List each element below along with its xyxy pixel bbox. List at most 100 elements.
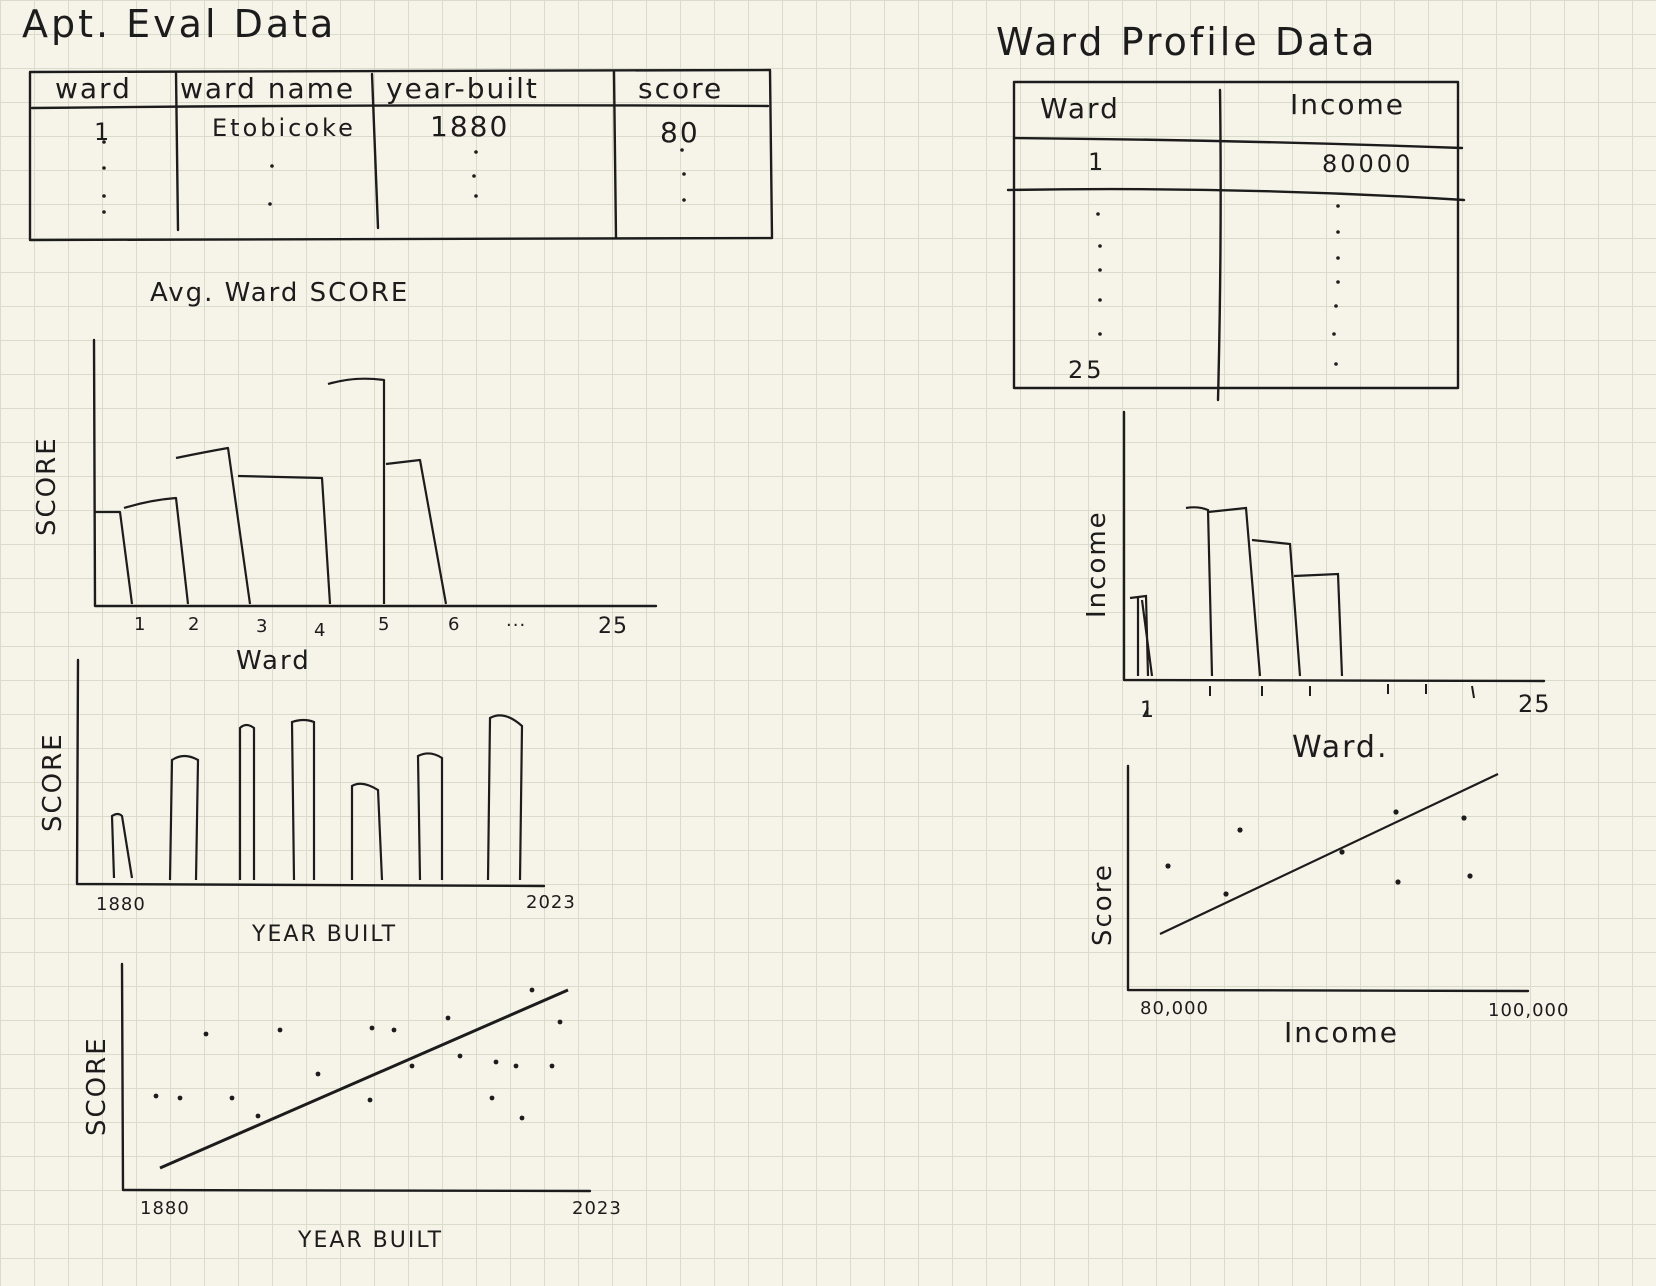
year-bar-ylabel: SCORE	[38, 732, 68, 832]
year-scatter-point-4	[229, 1095, 235, 1101]
year-scatter-xmin: 1880	[140, 1198, 190, 1219]
table-continuation-dot-1	[102, 140, 106, 144]
ward-profile-table-lines	[1006, 80, 1466, 402]
year-scatter-trend-line	[159, 988, 569, 1170]
income-scatter-xmax: 100,000	[1488, 1000, 1570, 1021]
income-bar-1	[1129, 594, 1154, 677]
year-scatter-axes	[120, 962, 592, 1193]
income-bar-ylabel: Income	[1082, 510, 1112, 618]
year-scatter-point-13	[457, 1053, 463, 1059]
income-axis-tick-7	[1143, 707, 1149, 717]
year-bar-xmax: 2023	[526, 892, 576, 913]
year-bar-4	[290, 718, 316, 881]
year-scatter-xlabel: YEAR BUILT	[298, 1228, 444, 1253]
income-scatter-point-2	[1237, 827, 1243, 833]
table-continuation-dot-22	[1334, 304, 1338, 308]
apt-cell-score: 80	[660, 116, 700, 149]
avg-ward-tick-3: 3	[256, 616, 269, 637]
avg-ward-tick-6: 6	[448, 614, 461, 635]
income-scatter-xlabel: Income	[1284, 1016, 1400, 1049]
avg-ward-xlabel: Ward	[236, 646, 311, 676]
avg-ward-title: Avg. Ward SCORE	[150, 278, 410, 308]
income-scatter-point-7	[1461, 815, 1467, 821]
avg-ward-tick-ellipsis: ...	[506, 610, 527, 631]
income-axis-tick-6	[1471, 685, 1475, 699]
table-continuation-dot-9	[474, 194, 478, 198]
year-scatter-point-6	[277, 1027, 283, 1033]
table-continuation-dot-10	[680, 148, 684, 152]
table-continuation-dot-13	[1096, 212, 1100, 216]
income-scatter-point-3	[1223, 891, 1229, 897]
income-bar-last-tick: 25	[1518, 690, 1551, 718]
apt-col-year-built: year-built	[386, 72, 539, 105]
apt-col-score: score	[638, 72, 724, 105]
income-scatter-xmin: 80,000	[1140, 998, 1209, 1019]
year-bar-7	[486, 714, 524, 881]
income-bar-xlabel: Ward.	[1292, 730, 1389, 765]
income-bar-4	[1293, 572, 1344, 677]
avg-ward-tick-2: 2	[188, 614, 201, 635]
income-scatter-point-4	[1339, 849, 1345, 855]
avg-ward-bar-5	[327, 377, 386, 604]
income-scatter-marks	[1159, 773, 1499, 935]
income-scatter-axes	[1126, 764, 1530, 993]
avg-ward-bar-2	[123, 496, 190, 605]
income-bars	[1129, 506, 1344, 677]
year-bars	[110, 714, 524, 881]
year-scatter-point-20	[557, 1019, 563, 1025]
table-continuation-dot-24	[1334, 362, 1338, 366]
year-scatter-point-17	[519, 1115, 525, 1121]
year-scatter-point-19	[549, 1063, 555, 1069]
table-continuation-dot-6	[268, 202, 272, 206]
year-bar-1	[110, 812, 134, 879]
table-continuation-dot-8	[472, 174, 476, 178]
avg-ward-tick-5: 5	[378, 614, 391, 635]
year-scatter-point-11	[409, 1063, 415, 1069]
income-scatter-ylabel: Score	[1088, 863, 1118, 946]
table-continuation-dot-18	[1336, 204, 1340, 208]
income-bar-3	[1251, 538, 1302, 677]
year-scatter-point-2	[177, 1095, 183, 1101]
year-scatter-marks	[153, 987, 569, 1170]
avg-ward-tick-1: 1	[134, 614, 147, 635]
year-scatter-point-15	[493, 1059, 499, 1065]
year-scatter-point-5	[255, 1113, 261, 1119]
avg-ward-tick-25: 25	[598, 614, 628, 639]
avg-ward-tick-4: 4	[314, 620, 327, 641]
table-continuation-dot-23	[1332, 332, 1336, 336]
income-bar-axes	[1122, 410, 1546, 683]
ward-profile-title: Ward Profile Data	[996, 20, 1378, 64]
table-continuation-dot-2	[102, 166, 106, 170]
year-scatter-point-18	[529, 987, 535, 993]
table-continuation-dot-20	[1336, 256, 1340, 260]
table-continuation-dot-21	[1336, 280, 1340, 284]
income-scatter-trend-line	[1159, 773, 1499, 935]
avg-ward-bar-3	[175, 446, 252, 605]
year-bar-xlabel: YEAR BUILT	[252, 922, 398, 947]
apt-cell-year: 1880	[430, 110, 510, 143]
avg-ward-bar-1	[95, 510, 134, 605]
year-scatter-point-7	[315, 1071, 321, 1077]
apt-cell-ward: 1	[94, 118, 113, 146]
income-scatter-point-6	[1395, 879, 1401, 885]
table-continuation-dot-12	[682, 198, 686, 202]
income-scatter-point-1	[1165, 863, 1171, 869]
apt-cell-ward-name: Etobicoke	[212, 114, 356, 142]
year-scatter-xmax: 2023	[572, 1198, 622, 1219]
table-continuation-dot-14	[1098, 244, 1102, 248]
year-bar-xmin: 1880	[96, 894, 146, 915]
year-scatter-point-14	[489, 1095, 495, 1101]
table-continuation-dot-16	[1098, 298, 1102, 302]
year-scatter-point-12	[445, 1015, 451, 1021]
apt-col-ward: ward	[55, 72, 132, 105]
income-bar-2	[1185, 506, 1262, 677]
year-scatter-point-3	[203, 1031, 209, 1037]
year-scatter-point-9	[369, 1025, 375, 1031]
year-bar-2	[168, 754, 200, 881]
table-continuation-dot-3	[102, 194, 106, 198]
table-continuation-dot-4	[102, 210, 106, 214]
apt-eval-table-lines	[28, 68, 774, 242]
year-bar-3	[238, 723, 256, 880]
profile-cell-ward: 1	[1088, 148, 1107, 176]
